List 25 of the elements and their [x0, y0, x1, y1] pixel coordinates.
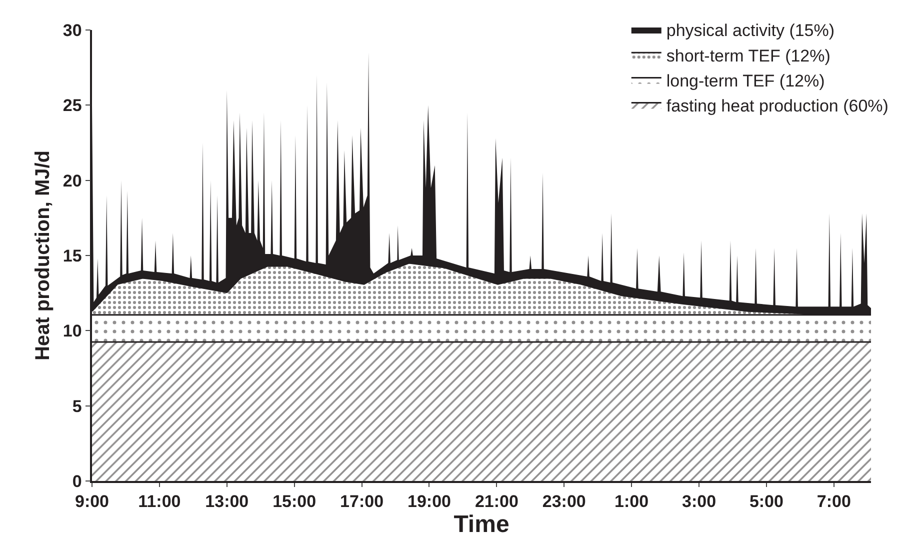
x-axis-title: Time: [454, 511, 510, 538]
legend-label: long-term TEF (12%): [666, 71, 825, 90]
x-tick-label: 11:00: [138, 492, 181, 512]
y-tick-label: 15: [62, 246, 82, 266]
x-tick-label: 3:00: [682, 492, 716, 512]
legend-label: fasting heat production (60%): [666, 96, 888, 116]
x-tick-label: 5:00: [749, 492, 784, 512]
legend-label: physical activity (15%): [666, 21, 835, 40]
y-tick-label: 30: [62, 20, 82, 40]
y-tick-label: 20: [62, 171, 82, 190]
y-tick-label: 0: [72, 472, 82, 491]
x-tick-label: 9:00: [74, 492, 110, 512]
x-tick-label: 7:00: [816, 492, 851, 512]
x-tick-label: 19:00: [407, 492, 451, 512]
y-tick-label: 10: [62, 322, 82, 341]
y-tick-label: 5: [72, 396, 82, 416]
x-tick-label: 21:00: [474, 492, 518, 512]
legend-label: short-term TEF (12%): [666, 46, 830, 66]
x-tick-label: 1:00: [614, 492, 649, 512]
x-tick-label: 23:00: [542, 492, 586, 512]
x-tick-label: 17:00: [340, 492, 384, 512]
x-tick-label: 13:00: [205, 492, 249, 512]
x-tick-label: 15:00: [272, 492, 316, 512]
y-axis-title: Heat production, MJ/d: [32, 150, 54, 360]
y-tick-label: 25: [62, 96, 82, 116]
